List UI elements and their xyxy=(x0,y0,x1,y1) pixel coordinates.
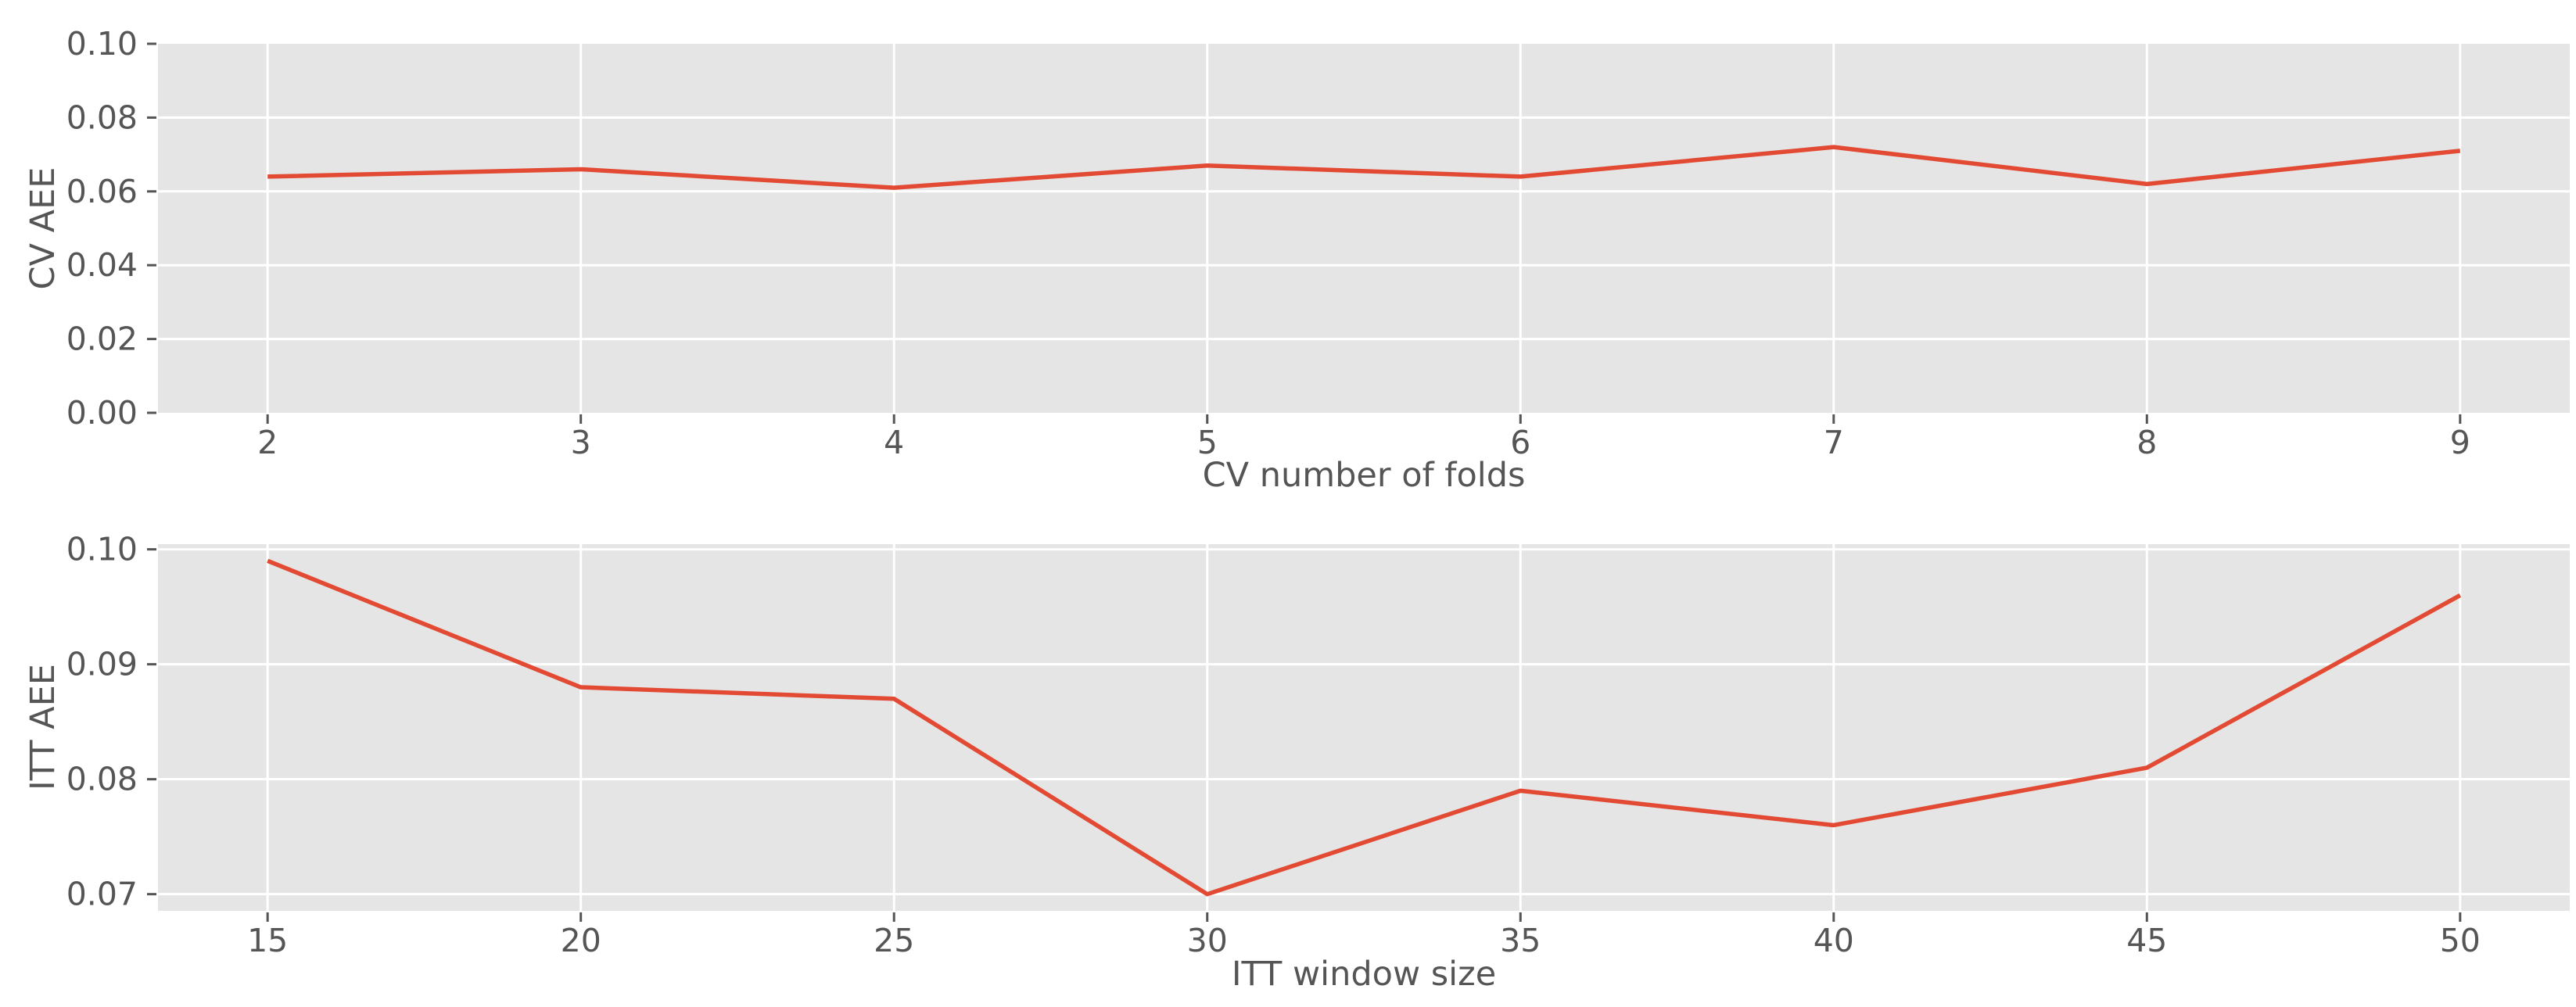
x-tick-label: 45 xyxy=(2126,922,2167,959)
series-line xyxy=(267,145,2461,190)
y-tick-label: 0.10 xyxy=(66,531,138,568)
plot-area xyxy=(158,544,2570,911)
x-tick-label: 5 xyxy=(1197,424,1218,461)
y-tick-label: 0.10 xyxy=(66,25,138,63)
y-tick-label: 0.08 xyxy=(66,99,138,136)
y-tick-label: 0.06 xyxy=(66,173,138,210)
y-tick-label: 0.02 xyxy=(66,321,138,358)
y-tick-label: 0.04 xyxy=(66,246,138,284)
y-axis-label-cv-aee: CV AEE xyxy=(23,167,63,290)
series-line xyxy=(267,558,2462,897)
x-tick-label: 7 xyxy=(1824,424,1844,461)
y-tick-label: 0.07 xyxy=(66,876,138,913)
x-tick-label: 3 xyxy=(571,424,591,461)
x-tick-label: 6 xyxy=(1510,424,1530,461)
x-tick-label: 4 xyxy=(884,424,904,461)
x-tick-label: 8 xyxy=(2137,424,2157,461)
y-axis-label-itt-aee: ITT AEE xyxy=(23,664,63,790)
x-tick-label: 15 xyxy=(247,922,288,959)
itt-aee-plot: 0.07 0.08 0.09 0.10 15 20 25 30 35 40 45 50 xyxy=(66,531,2570,959)
y-tick-label: 0.08 xyxy=(66,761,138,798)
x-tick-label: 9 xyxy=(2450,424,2470,461)
x-tick-label: 2 xyxy=(257,424,278,461)
plot-area xyxy=(158,44,2570,413)
y-tick-label: 0.00 xyxy=(66,394,138,432)
y-tick-label: 0.09 xyxy=(66,646,138,683)
x-axis-label-cv-folds: CV number of folds xyxy=(1202,456,1526,495)
x-tick-label: 50 xyxy=(2440,922,2481,959)
x-axis-label-itt-window: ITT window size xyxy=(1231,955,1497,994)
x-tick-label: 30 xyxy=(1187,922,1228,959)
x-tick-label: 25 xyxy=(874,922,914,959)
x-tick-label: 20 xyxy=(561,922,601,959)
x-tick-label: 40 xyxy=(1814,922,1854,959)
x-tick-label: 35 xyxy=(1500,922,1541,959)
cv-aee-plot: 0.00 0.02 0.04 0.06 0.08 0.10 2 3 4 5 6 7 8 9 xyxy=(66,25,2570,461)
